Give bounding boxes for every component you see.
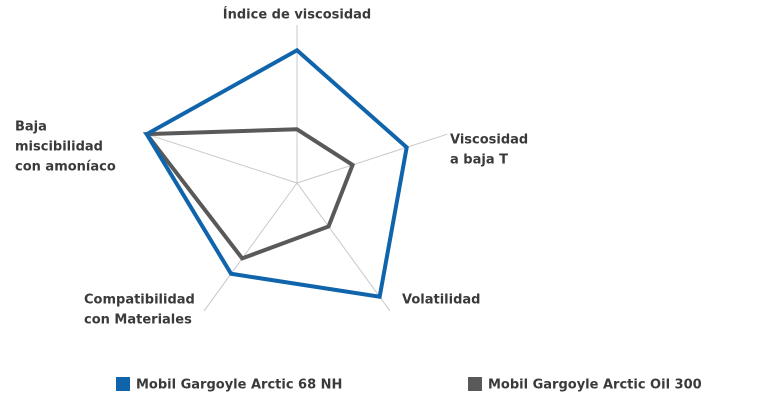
axis-label: miscibilidad (15, 140, 103, 155)
axis-label: con Materiales (84, 313, 192, 328)
axis-label: Volatilidad (402, 293, 480, 308)
axis-label: a baja T (450, 153, 508, 168)
series-line (143, 47, 409, 300)
legend-label: Mobil Gargoyle Arctic 68 NH (136, 378, 342, 393)
axis-label: Índice de viscosidad (223, 7, 371, 23)
spoke (296, 182, 391, 312)
spoke (296, 133, 448, 184)
spoke (146, 133, 298, 184)
axis-label: Baja (15, 120, 47, 135)
axis-label: Compatibilidad (84, 293, 195, 308)
axis-label: Viscosidad (450, 133, 528, 148)
spoke (203, 182, 298, 312)
axis-label: con amoníaco (15, 160, 116, 175)
legend-swatch (468, 377, 482, 391)
series-line (142, 127, 356, 261)
legend-swatch (116, 377, 130, 391)
legend-label: Mobil Gargoyle Arctic Oil 300 (488, 378, 702, 393)
